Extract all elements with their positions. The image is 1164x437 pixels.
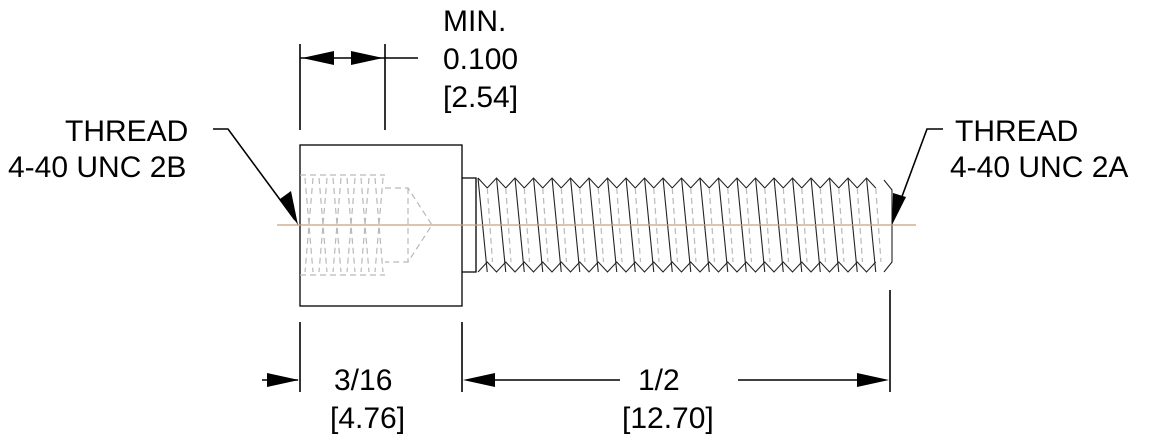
hidden-thread-line-cross [332,177,342,273]
stud-thread-back-line [875,187,882,263]
hidden-thread-line [332,177,342,273]
stud-thread-back-line [523,187,531,263]
body-length-label-line1: 3/16 [334,364,392,397]
hidden-thread-line [318,177,328,273]
female-thread-label-line1: THREAD [65,115,188,148]
male-thread-leader-arrow [892,193,906,225]
female-thread-label-line2: 4-40 UNC 2B [8,151,186,184]
female-thread-leader [213,128,296,221]
stud-thread-back-line [819,187,827,263]
stud-thread-back-line [838,187,845,263]
stud-thread-back-line [653,187,660,263]
stud-thread-back-line [616,187,623,263]
stud-thread-back-line [671,187,679,263]
stud-thread-back-line [708,187,716,263]
stud-thread-back-line [579,187,586,263]
stud-thread-back-line [560,187,568,263]
male-thread-label-line1: THREAD [955,115,1078,148]
stud-chamfer-end [883,179,893,273]
hidden-thread-line-cross [374,177,384,273]
male-thread-leader [893,128,943,219]
hidden-thread-line-cross [318,177,328,273]
hidden-drill-point [385,187,433,263]
stud-thread-back-line [782,187,790,263]
hidden-thread-line [374,177,384,273]
hidden-thread-line [346,177,356,273]
stud-length-label-line1: 1/2 [638,364,680,397]
male-thread-label-line2: 4-40 UNC 2A [950,151,1128,184]
min-depth-label-line2: 0.100 [443,43,518,76]
body-length-arrow-left [267,373,299,387]
stud-thread-crest-top [477,177,877,189]
body-length-label-line2: [4.76] [330,402,405,435]
stud-thread-back-line [597,187,605,263]
stud-thread-back-line [764,187,771,263]
stud-thread-back-line [634,187,642,263]
internal-thread-hidden-lines [300,174,433,276]
hidden-thread-line [304,177,314,273]
stud-length-label-line2: [12.70] [622,402,714,435]
female-thread-leader-arrow [280,191,298,225]
stud-thread-back-line [486,187,494,263]
stud-thread-crest-bottom [477,261,877,273]
stud-thread-back-line [542,187,549,263]
min-depth-label-line3: [2.54] [443,81,518,114]
stud-length-arrow-right [857,373,889,387]
body-length-arrow-right [463,373,495,387]
hidden-thread-line-cross [360,177,370,273]
hidden-thread-line-cross [304,177,314,273]
min-depth-label-line1: MIN. [443,5,506,38]
stud-thread-back-line [801,187,808,263]
min-depth-arrow-right [351,51,383,65]
min-depth-arrow-left [302,51,334,65]
hidden-thread-line [360,177,370,273]
stud-thread-back-line [690,187,697,263]
stud-thread-back-line [745,187,753,263]
stud-thread-back-line [856,187,864,263]
stud-thread-back-line [505,187,512,263]
stud-thread-back-line [727,187,734,263]
hidden-thread-line-cross [346,177,356,273]
